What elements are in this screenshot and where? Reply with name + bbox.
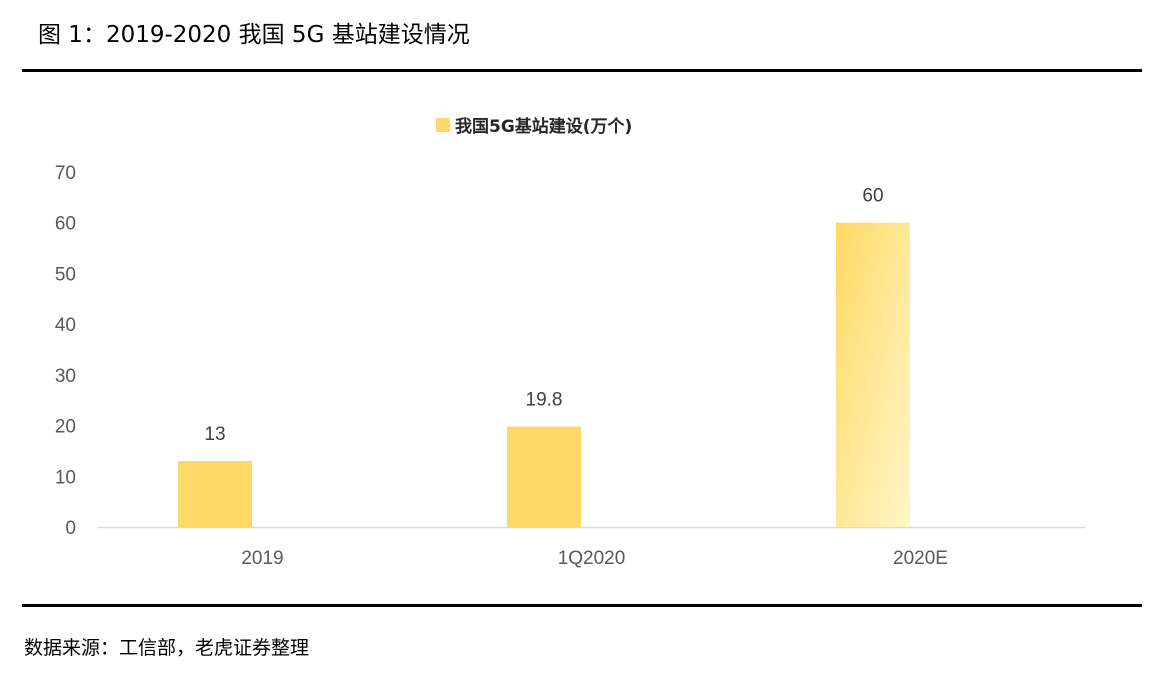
x-tick-label-1Q2020: 1Q2020 (558, 548, 626, 569)
bar-2020E (836, 222, 910, 527)
y-tick-label: 0 (65, 518, 76, 539)
data-label-2019: 13 (204, 424, 225, 445)
bottom-rule (22, 604, 1142, 607)
y-tick-label: 10 (55, 467, 76, 488)
y-tick-label: 40 (55, 315, 76, 336)
x-axis-ticks: 2019 1Q2020 2020E (241, 548, 948, 569)
x-tick-label-2019: 2019 (241, 548, 283, 569)
figure-title: 图 1：2019-2020 我国 5G 基站建设情况 (38, 22, 470, 48)
top-rule (22, 69, 1142, 72)
bar-1Q2020 (507, 426, 581, 527)
bar-2019 (178, 461, 252, 527)
bars (178, 222, 910, 527)
y-tick-label: 30 (55, 366, 76, 387)
y-tick-label: 70 (55, 163, 76, 184)
x-tick-label-2020E: 2020E (893, 548, 948, 569)
source-note: 数据来源：工信部，老虎证券整理 (24, 637, 310, 659)
legend-label: 我国5G基站建设(万个) (455, 116, 632, 137)
y-tick-label: 20 (55, 417, 76, 438)
data-label-1Q2020: 19.8 (526, 390, 563, 411)
legend-swatch (436, 118, 450, 132)
y-axis-ticks: 0 10 20 30 40 50 60 70 (55, 163, 76, 539)
y-tick-label: 50 (55, 264, 76, 285)
data-labels: 13 19.8 60 (204, 186, 883, 445)
y-tick-label: 60 (55, 214, 76, 235)
data-label-2020E: 60 (862, 186, 883, 207)
legend: 我国5G基站建设(万个) (436, 116, 632, 137)
